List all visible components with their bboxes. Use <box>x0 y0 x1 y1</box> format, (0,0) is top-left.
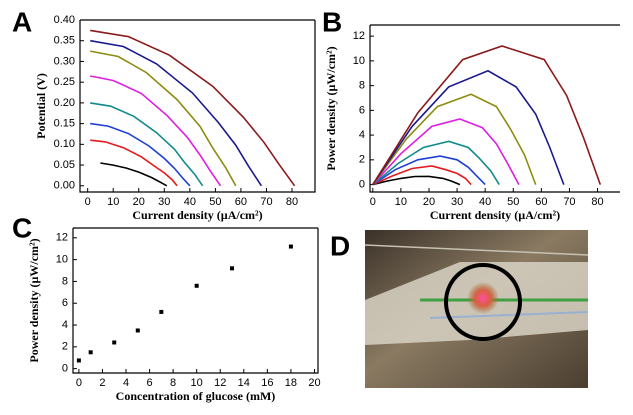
line <box>90 75 222 187</box>
x-tick-label: 14 <box>238 377 250 389</box>
x-tick-label: 20 <box>133 196 145 208</box>
point <box>88 350 93 355</box>
point <box>135 328 140 333</box>
line <box>90 139 178 187</box>
x-tick-label: 18 <box>285 377 297 389</box>
line <box>90 122 191 187</box>
y-tick-label: 12 <box>353 30 365 42</box>
x-axis-label: Current density (µA/cm²) <box>430 208 560 222</box>
x-tick-label: 40 <box>479 196 491 208</box>
line <box>372 155 486 186</box>
x-tick-label: 10 <box>107 196 119 208</box>
y-tick-label: 6 <box>62 297 68 309</box>
y-tick-label: 0.35 <box>54 35 75 47</box>
x-tick-label: 6 <box>147 377 153 389</box>
line <box>90 50 237 187</box>
line <box>90 39 263 187</box>
y-axis-label: Power density (µW/cm²) <box>27 238 41 362</box>
point <box>230 266 235 271</box>
y-tick-label: 0.15 <box>54 118 75 130</box>
line <box>372 140 500 186</box>
x-tick-label: 70 <box>563 196 575 208</box>
line <box>372 165 472 186</box>
line <box>90 29 296 187</box>
point <box>159 309 164 314</box>
line <box>90 102 204 187</box>
y-tick-label: 8 <box>62 275 68 287</box>
line <box>372 118 520 186</box>
x-tick-label: 0 <box>85 196 91 208</box>
x-axis-label: Concentration of glucose (mM) <box>116 389 276 403</box>
y-tick-label: 0.05 <box>54 159 75 171</box>
y-tick-label: 12 <box>56 232 68 244</box>
x-tick-label: 70 <box>260 196 272 208</box>
x-tick-label: 80 <box>286 196 298 208</box>
y-tick-label: 8 <box>359 80 365 92</box>
y-tick-label: 2 <box>62 341 68 353</box>
y-tick-label: 0.40 <box>54 14 75 26</box>
y-tick-label: 0.20 <box>54 97 75 109</box>
y-tick-label: 0 <box>62 363 68 375</box>
x-tick-label: 40 <box>184 196 196 208</box>
x-tick-label: 8 <box>170 377 176 389</box>
panel-label: A <box>12 6 32 37</box>
y-axis-label: Power density (µW/cm²) <box>324 46 338 170</box>
panel-label: D <box>330 230 350 261</box>
x-tick-label: 4 <box>123 377 129 389</box>
x-axis-label: Current density (µA/cm²) <box>132 208 262 222</box>
x-tick-label: 12 <box>214 377 226 389</box>
x-tick-label: 10 <box>191 377 203 389</box>
x-tick-label: 0 <box>370 196 376 208</box>
line <box>100 162 168 187</box>
x-tick-label: 60 <box>235 196 247 208</box>
line <box>372 69 565 186</box>
axis-frame <box>79 19 316 193</box>
axis-frame <box>72 227 319 374</box>
x-tick-label: 50 <box>209 196 221 208</box>
line <box>372 175 461 186</box>
x-tick-label: 30 <box>451 196 463 208</box>
y-tick-label: 10 <box>353 55 365 67</box>
line <box>372 93 537 186</box>
y-tick-label: 0.10 <box>54 138 75 150</box>
y-tick-label: 4 <box>359 129 365 141</box>
x-tick-label: 50 <box>507 196 519 208</box>
x-tick-label: 60 <box>535 196 547 208</box>
point <box>194 283 199 288</box>
y-tick-label: 6 <box>359 104 365 116</box>
x-tick-label: 20 <box>308 377 320 389</box>
y-axis-label: Potential (V) <box>34 73 48 139</box>
x-tick-label: 20 <box>423 196 435 208</box>
line <box>372 45 602 186</box>
point <box>288 244 293 249</box>
y-tick-label: 10 <box>56 254 68 266</box>
y-tick-label: 4 <box>62 319 68 331</box>
panel-label: C <box>12 212 32 243</box>
x-tick-label: 10 <box>395 196 407 208</box>
y-tick-label: 2 <box>359 154 365 166</box>
y-tick-label: 0.25 <box>54 76 75 88</box>
x-tick-label: 16 <box>261 377 273 389</box>
photo <box>364 230 589 388</box>
x-tick-label: 80 <box>591 196 603 208</box>
point <box>112 340 117 345</box>
x-tick-label: 30 <box>158 196 170 208</box>
x-tick-label: 0 <box>76 377 82 389</box>
point <box>76 358 81 363</box>
y-tick-label: 0.00 <box>54 180 75 192</box>
axis-frame <box>369 24 620 193</box>
y-tick-label: 0.30 <box>54 55 75 67</box>
x-tick-label: 2 <box>99 377 105 389</box>
panel-label: B <box>322 6 342 37</box>
y-tick-label: 0 <box>359 178 365 190</box>
